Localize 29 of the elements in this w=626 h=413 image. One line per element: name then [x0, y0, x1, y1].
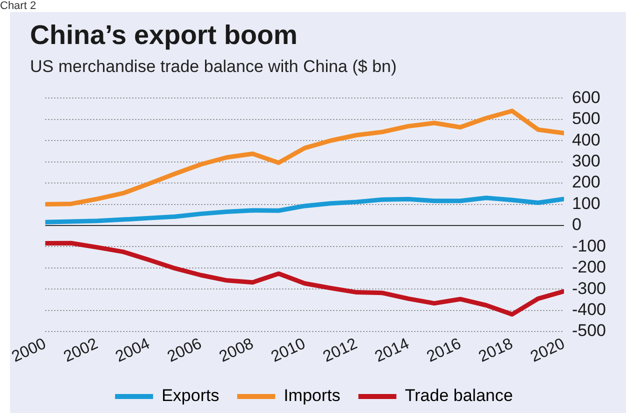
x-tick-label: 2002 — [61, 335, 101, 366]
chart-title: China’s export boom — [30, 20, 298, 51]
x-tick-label: 2006 — [164, 335, 205, 366]
y-tick-label: -500 — [572, 321, 606, 340]
x-tick-label: 2018 — [476, 335, 516, 366]
legend-label: Imports — [284, 386, 340, 406]
y-tick-label: 200 — [572, 172, 600, 192]
legend-label: Exports — [162, 386, 220, 406]
x-tick-label: 2008 — [216, 335, 256, 366]
x-tick-label: 2012 — [320, 335, 360, 366]
chart-subtitle: US merchandise trade balance with China ($ bn) — [30, 57, 397, 77]
x-tick-label: 2010 — [268, 335, 308, 366]
y-tick-label: 300 — [572, 152, 600, 171]
y-tick-label: -100 — [572, 236, 606, 256]
y-tick-label: -400 — [572, 300, 606, 320]
legend-label: Trade balance — [404, 386, 513, 406]
x-tick-label: 2020 — [528, 335, 568, 366]
y-tick-label: 0 — [572, 215, 582, 234]
y-tick-label: -200 — [572, 258, 606, 277]
x-tick-label: 2016 — [424, 335, 464, 366]
y-tick-label: 400 — [572, 130, 600, 150]
y-tick-label: 600 — [572, 88, 600, 107]
y-tick-label: 500 — [572, 109, 600, 128]
y-tick-label: 100 — [572, 194, 600, 213]
caption: Chart 2 — [0, 0, 36, 12]
x-tick-label: 2000 — [9, 335, 49, 366]
y-tick-label: -300 — [572, 278, 606, 298]
x-tick-label: 2004 — [113, 335, 153, 366]
x-tick-label: 2014 — [372, 335, 412, 366]
